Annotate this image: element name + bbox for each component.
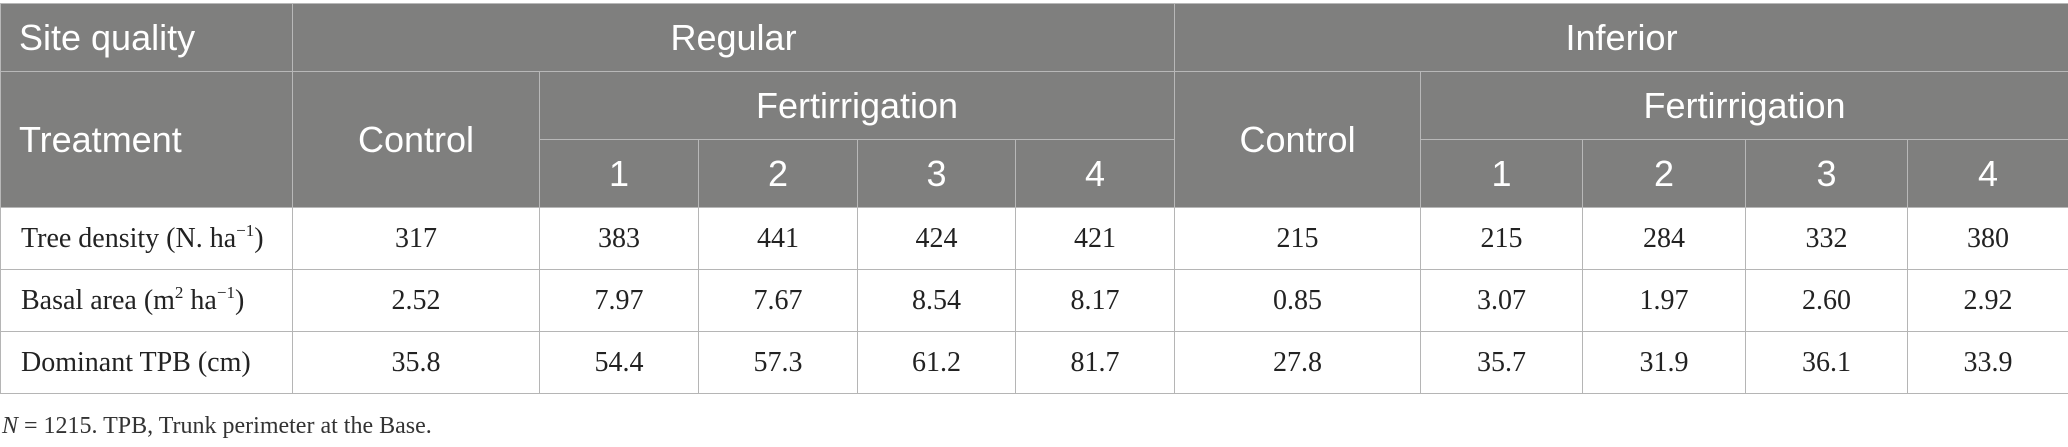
table-cell: 1.97 xyxy=(1582,269,1747,332)
inferior-control-header: Control xyxy=(1174,71,1422,208)
site-quality-header: Site quality xyxy=(0,3,293,72)
inferior-level-2: 2 xyxy=(1582,139,1747,208)
inferior-header: Inferior xyxy=(1174,3,2068,72)
regular-level-1: 1 xyxy=(539,139,699,208)
table-cell: 35.7 xyxy=(1420,331,1584,394)
table-cell: 284 xyxy=(1582,207,1747,270)
regular-header: Regular xyxy=(291,3,1176,72)
table-cell: 33.9 xyxy=(1907,331,2068,394)
table-cell: 8.54 xyxy=(857,269,1016,332)
table-cell: 2.92 xyxy=(1907,269,2068,332)
header-row-treatment: Treatment Control Fertirrigation Control… xyxy=(0,71,2068,208)
header-row-site-quality: Site quality Regular Inferior xyxy=(0,3,2068,72)
table-cell: 36.1 xyxy=(1745,331,1909,394)
table-cell: 31.9 xyxy=(1582,331,1747,394)
table-cell: 424 xyxy=(857,207,1016,270)
table-cell: 380 xyxy=(1907,207,2068,270)
table-row-dominant-tpb: Dominant TPB (cm) 35.8 54.4 57.3 61.2 81… xyxy=(0,331,2068,394)
table-cell: 317 xyxy=(292,207,540,270)
footnote-text: = 1215. TPB, Trunk perimeter at the Base… xyxy=(18,413,432,439)
table-cell: 35.8 xyxy=(292,331,540,394)
table-cell: 215 xyxy=(1174,207,1422,270)
table-footnote: N = 1215. TPB, Trunk perimeter at the Ba… xyxy=(2,413,432,440)
header-row-levels: 1 2 3 4 1 2 3 4 xyxy=(1,139,2068,208)
footnote-n: N xyxy=(2,413,19,439)
table-cell: 8.17 xyxy=(1014,269,1176,332)
table-row-tree-density: Tree density (N. ha−1) 317 383 441 424 4… xyxy=(0,207,2068,270)
row-label-basal-area: Basal area (m2 ha−1) xyxy=(0,269,293,332)
inferior-level-4: 4 xyxy=(1907,139,2068,208)
regular-level-2: 2 xyxy=(698,139,858,208)
table-cell: 54.4 xyxy=(539,331,699,394)
table-cell: 2.52 xyxy=(292,269,540,332)
row-label-tree-density: Tree density (N. ha−1) xyxy=(0,207,293,270)
inferior-fertirrigation-header: Fertirrigation xyxy=(1420,71,2068,140)
table-cell: 0.85 xyxy=(1174,269,1422,332)
site-quality-table: Site quality Regular Inferior Treatment … xyxy=(0,3,2068,394)
regular-control-header: Control xyxy=(292,71,540,208)
table-cell: 441 xyxy=(698,207,858,270)
table-cell: 27.8 xyxy=(1174,331,1422,394)
inferior-level-1: 1 xyxy=(1420,139,1584,208)
treatment-header: Treatment xyxy=(0,71,293,208)
table-cell: 421 xyxy=(1014,207,1176,270)
table-cell: 383 xyxy=(539,207,699,270)
regular-fertirrigation-header: Fertirrigation xyxy=(538,71,1176,140)
table-cell: 61.2 xyxy=(857,331,1016,394)
table-cell: 7.97 xyxy=(539,269,699,332)
data-table-container: Site quality Regular Inferior Treatment … xyxy=(0,3,2068,394)
regular-level-4: 4 xyxy=(1014,139,1176,208)
table-cell: 332 xyxy=(1745,207,1909,270)
table-cell: 57.3 xyxy=(698,331,858,394)
table-cell: 2.60 xyxy=(1745,269,1909,332)
table-cell: 7.67 xyxy=(698,269,858,332)
table-cell: 3.07 xyxy=(1420,269,1584,332)
table-row-basal-area: Basal area (m2 ha−1) 2.52 7.97 7.67 8.54… xyxy=(0,269,2068,332)
inferior-level-3: 3 xyxy=(1745,139,1909,208)
regular-level-3: 3 xyxy=(857,139,1016,208)
table-cell: 81.7 xyxy=(1014,331,1176,394)
row-label-dominant-tpb: Dominant TPB (cm) xyxy=(0,331,293,394)
table-cell: 215 xyxy=(1420,207,1584,270)
